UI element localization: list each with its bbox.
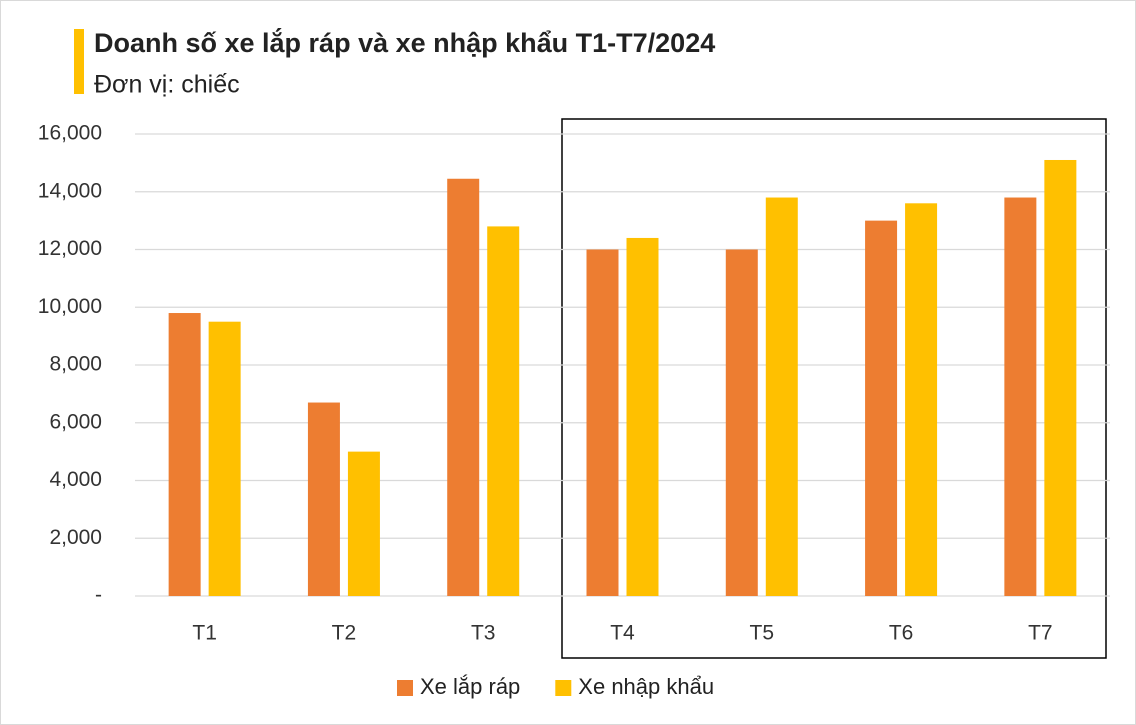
x-tick-label: T4 xyxy=(610,622,635,645)
x-tick-label: T3 xyxy=(471,622,496,645)
y-tick-label: 2,000 xyxy=(49,526,102,549)
bar xyxy=(347,451,380,596)
y-tick-label: 12,000 xyxy=(38,237,102,260)
bar xyxy=(168,313,201,596)
y-tick-label: 8,000 xyxy=(49,353,102,376)
chart-title: Doanh số xe lắp ráp và xe nhập khẩu T1-T… xyxy=(94,27,715,58)
highlight-box xyxy=(561,118,1107,659)
bar xyxy=(865,220,898,596)
x-tick-label: T1 xyxy=(192,622,217,645)
legend-label: Xe nhập khẩu xyxy=(578,674,714,699)
y-tick-label: 16,000 xyxy=(38,122,102,145)
bar xyxy=(307,402,340,596)
x-tick-label: T6 xyxy=(889,622,914,645)
bar xyxy=(1044,159,1077,597)
legend-label: Xe lắp ráp xyxy=(420,674,520,699)
y-tick-label: 14,000 xyxy=(38,179,102,202)
y-tick-label: - xyxy=(95,584,102,607)
y-tick-label: 4,000 xyxy=(49,468,102,491)
bar xyxy=(586,249,619,596)
bar xyxy=(447,178,480,596)
bar xyxy=(1004,197,1037,596)
chart-subtitle: Đơn vị: chiếc xyxy=(94,71,240,99)
y-tick-label: 6,000 xyxy=(49,410,102,433)
bar xyxy=(487,226,520,596)
bar xyxy=(905,203,938,597)
x-tick-label: T7 xyxy=(1028,622,1053,645)
legend-swatch xyxy=(555,680,572,696)
bar xyxy=(725,249,758,596)
x-tick-label: T5 xyxy=(750,622,775,645)
y-tick-label: 10,000 xyxy=(38,295,102,318)
bar xyxy=(208,321,241,596)
bar xyxy=(765,197,798,596)
x-tick-label: T2 xyxy=(332,622,357,645)
title-accent xyxy=(74,29,84,94)
bar xyxy=(626,237,659,596)
legend-swatch xyxy=(397,680,413,696)
